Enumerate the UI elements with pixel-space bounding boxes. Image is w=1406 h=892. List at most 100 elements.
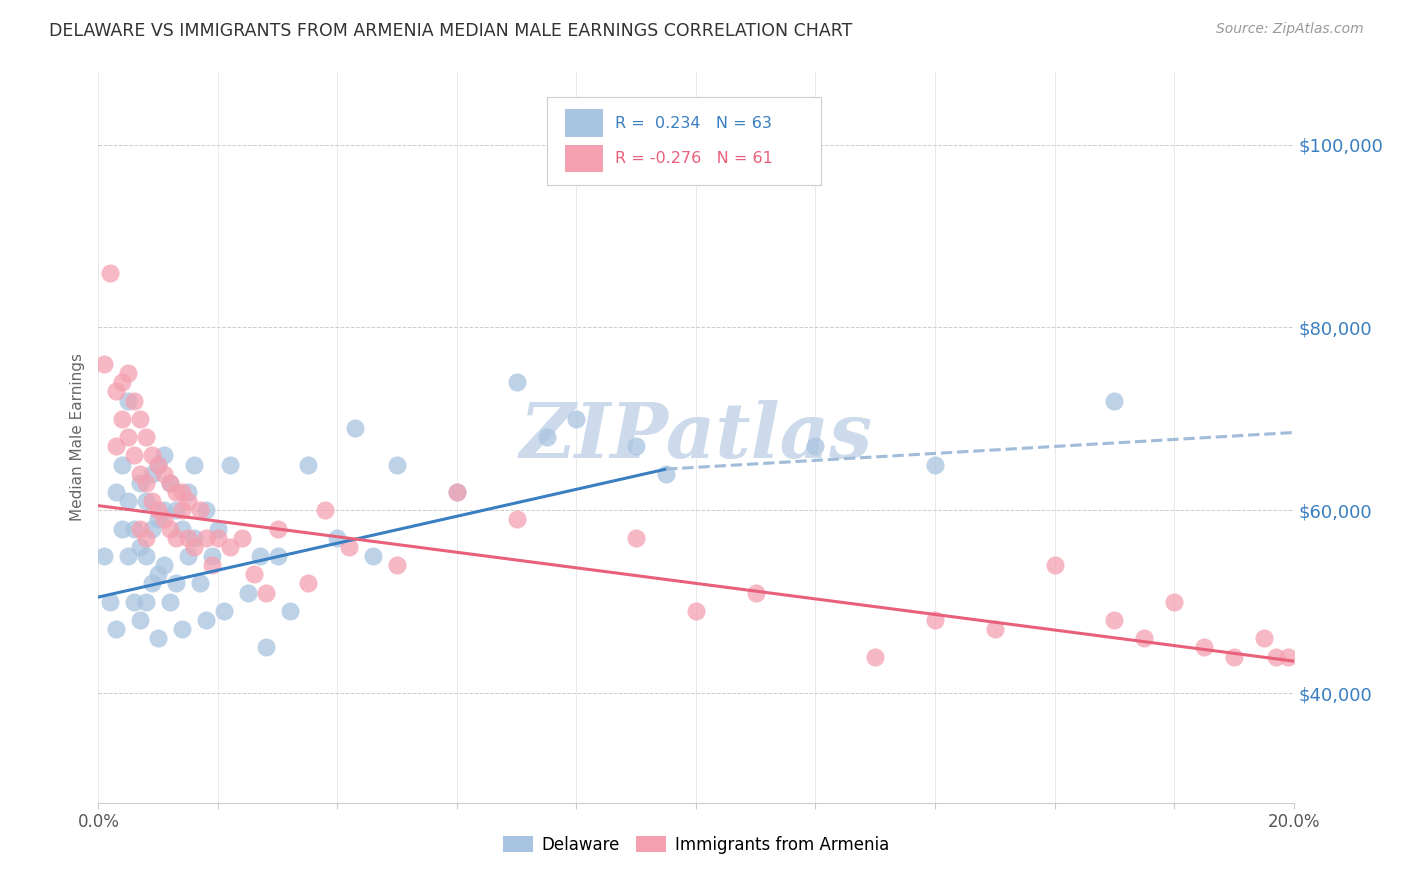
Y-axis label: Median Male Earnings: Median Male Earnings [69, 353, 84, 521]
Point [117, 430, 139, 444]
Point [141, 448, 163, 462]
Bar [565, 145, 603, 172]
Point [148, 503, 170, 517]
Point [565, 411, 588, 425]
Point [1163, 594, 1185, 608]
FancyBboxPatch shape [547, 97, 821, 185]
Point [129, 613, 152, 627]
Point [148, 567, 170, 582]
Point [129, 411, 152, 425]
Point [135, 475, 157, 490]
Point [117, 393, 139, 408]
Point [804, 439, 827, 453]
Text: Source: ZipAtlas.com: Source: ZipAtlas.com [1216, 22, 1364, 37]
Point [135, 549, 157, 563]
Point [117, 549, 139, 563]
Point [446, 484, 468, 499]
Point [446, 484, 468, 499]
Point [111, 521, 134, 535]
Point [129, 475, 152, 490]
Point [135, 494, 157, 508]
Point [267, 521, 290, 535]
Point [385, 458, 409, 472]
Point [172, 521, 194, 535]
Point [153, 512, 176, 526]
Point [984, 622, 1007, 636]
Point [267, 549, 290, 563]
Point [219, 540, 242, 554]
Point [129, 467, 152, 481]
Point [201, 558, 224, 573]
Point [924, 613, 946, 627]
Point [219, 458, 242, 472]
Point [124, 521, 146, 535]
Point [1104, 393, 1126, 408]
Point [111, 411, 134, 425]
Point [111, 375, 134, 389]
Point [129, 540, 152, 554]
Point [249, 549, 271, 563]
Point [326, 531, 349, 545]
Point [141, 521, 163, 535]
Point [254, 640, 277, 655]
Point [207, 531, 229, 545]
Point [924, 458, 946, 472]
Point [1264, 649, 1286, 664]
Point [165, 503, 187, 517]
Point [165, 531, 187, 545]
Bar [565, 110, 603, 137]
Point [536, 430, 558, 444]
Point [177, 484, 200, 499]
Point [195, 503, 218, 517]
Point [124, 393, 146, 408]
Point [153, 558, 176, 573]
Point [195, 613, 218, 627]
Text: R =  0.234   N = 63: R = 0.234 N = 63 [614, 116, 772, 131]
Point [165, 576, 187, 591]
Point [141, 576, 163, 591]
Point [1133, 631, 1156, 645]
Point [124, 594, 146, 608]
Point [159, 475, 181, 490]
Point [117, 366, 139, 380]
Point [297, 458, 319, 472]
Point [201, 549, 224, 563]
Point [177, 531, 200, 545]
Point [183, 458, 205, 472]
Point [339, 540, 361, 554]
Point [98, 594, 122, 608]
Point [105, 439, 128, 453]
Point [148, 458, 170, 472]
Point [105, 484, 128, 499]
Point [278, 604, 301, 618]
Point [93, 357, 115, 371]
Point [153, 448, 176, 462]
Point [207, 521, 229, 535]
Point [135, 594, 157, 608]
Point [177, 549, 200, 563]
Point [243, 567, 266, 582]
Point [1253, 631, 1275, 645]
Point [344, 421, 367, 435]
Point [212, 604, 235, 618]
Point [865, 649, 887, 664]
Point [148, 458, 170, 472]
Point [105, 384, 128, 399]
Point [135, 430, 157, 444]
Point [626, 439, 648, 453]
Point [195, 531, 218, 545]
Point [385, 558, 409, 573]
Point [506, 375, 529, 389]
Point [172, 484, 194, 499]
Point [124, 448, 146, 462]
Point [148, 631, 170, 645]
Point [177, 494, 200, 508]
Text: ZIPatlas: ZIPatlas [519, 401, 873, 474]
Point [159, 475, 181, 490]
Point [506, 512, 529, 526]
Point [129, 521, 152, 535]
Point [1043, 558, 1066, 573]
Point [172, 503, 194, 517]
Point [105, 622, 128, 636]
Point [172, 622, 194, 636]
